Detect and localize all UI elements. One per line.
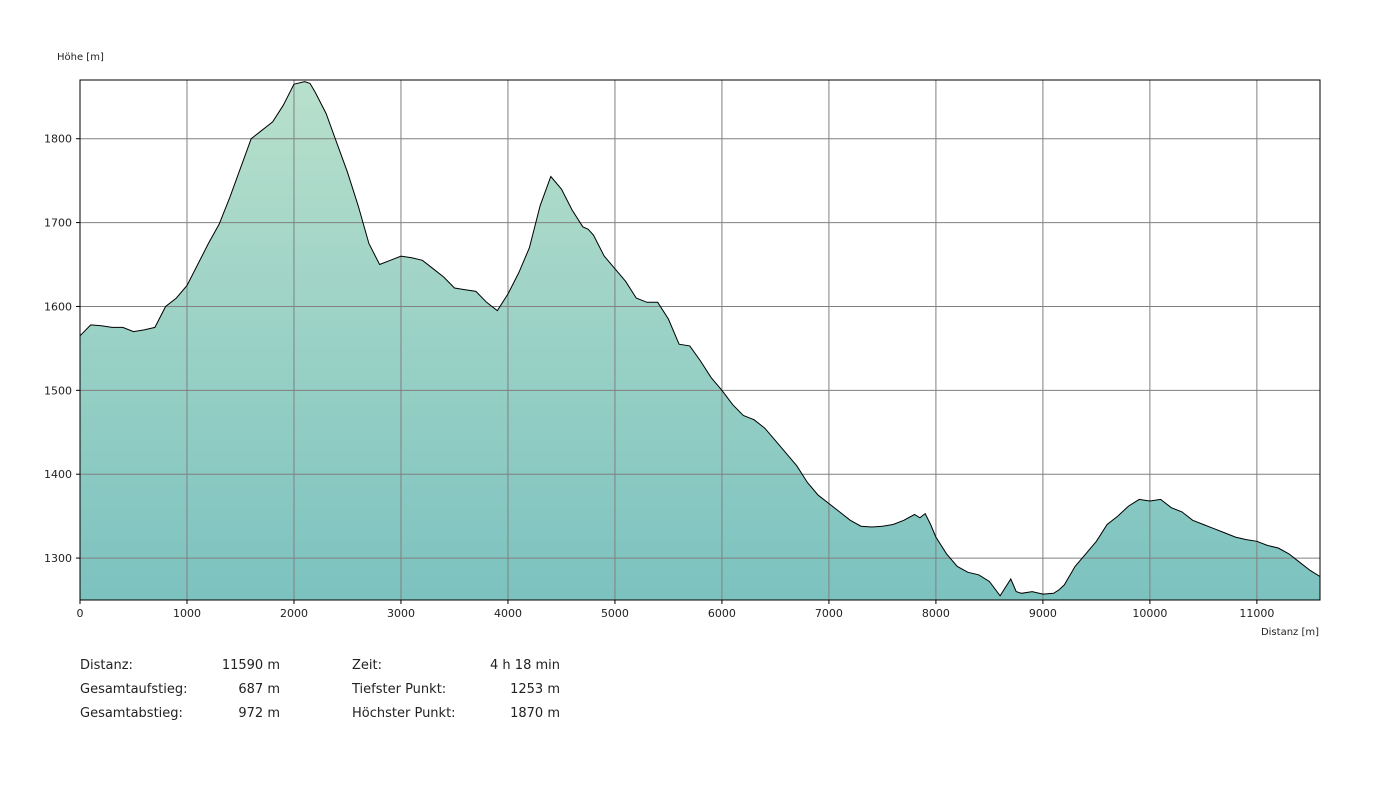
elevation-line — [79, 81, 1321, 597]
distance-label: Distanz: — [80, 658, 133, 673]
plot-border — [79, 79, 1321, 601]
distance-value: 11590 m — [221, 658, 280, 673]
time-label: Zeit: — [352, 658, 382, 673]
stat-row-distance: Distanz: 11590 m — [80, 658, 280, 682]
x-tick-label: 2000 — [280, 607, 308, 620]
x-tick-label: 6000 — [708, 607, 736, 620]
x-tick-label: 0 — [77, 607, 84, 620]
stat-row-total-descent: Gesamtabstieg: 972 m — [80, 706, 280, 730]
stat-row-highest-point: Höchster Punkt: 1870 m — [352, 706, 560, 730]
y-tick-label: 1600 — [44, 300, 72, 313]
x-tick-label: 3000 — [387, 607, 415, 620]
highest-point-label: Höchster Punkt: — [352, 706, 456, 721]
stat-row-lowest-point: Tiefster Punkt: 1253 m — [352, 682, 560, 706]
total-ascent-value: 687 m — [238, 682, 280, 697]
stats-left-column: Distanz: 11590 m Gesamtaufstieg: 687 m G… — [80, 658, 280, 730]
stats-right-column: Zeit: 4 h 18 min Tiefster Punkt: 1253 m … — [352, 658, 560, 730]
x-tick-label: 8000 — [922, 607, 950, 620]
highest-point-value: 1870 m — [510, 706, 560, 721]
x-axis-title: Distanz [m] — [1261, 627, 1319, 638]
y-tick-label: 1700 — [44, 217, 72, 230]
total-ascent-label: Gesamtaufstieg: — [80, 682, 188, 697]
x-tick-label: 5000 — [601, 607, 629, 620]
x-tick-label: 7000 — [815, 607, 843, 620]
y-tick-label: 1400 — [44, 468, 72, 481]
lowest-point-label: Tiefster Punkt: — [352, 682, 447, 697]
y-tick-label: 1300 — [44, 552, 72, 565]
stat-row-time: Zeit: 4 h 18 min — [352, 658, 560, 682]
x-tick-label: 9000 — [1029, 607, 1057, 620]
stat-row-total-ascent: Gesamtaufstieg: 687 m — [80, 682, 280, 706]
elevation-area — [80, 81, 1320, 600]
x-tick-label: 1000 — [173, 607, 201, 620]
y-tick-label: 1500 — [44, 384, 72, 397]
total-descent-label: Gesamtabstieg: — [80, 706, 183, 721]
x-tick-label: 11000 — [1239, 607, 1274, 620]
y-axis-title: Höhe [m] — [57, 52, 104, 63]
total-descent-value: 972 m — [238, 706, 280, 721]
lowest-point-value: 1253 m — [510, 682, 560, 697]
x-tick-label: 10000 — [1132, 607, 1167, 620]
x-tick-label: 4000 — [494, 607, 522, 620]
y-tick-label: 1800 — [44, 133, 72, 146]
time-value: 4 h 18 min — [490, 658, 560, 673]
